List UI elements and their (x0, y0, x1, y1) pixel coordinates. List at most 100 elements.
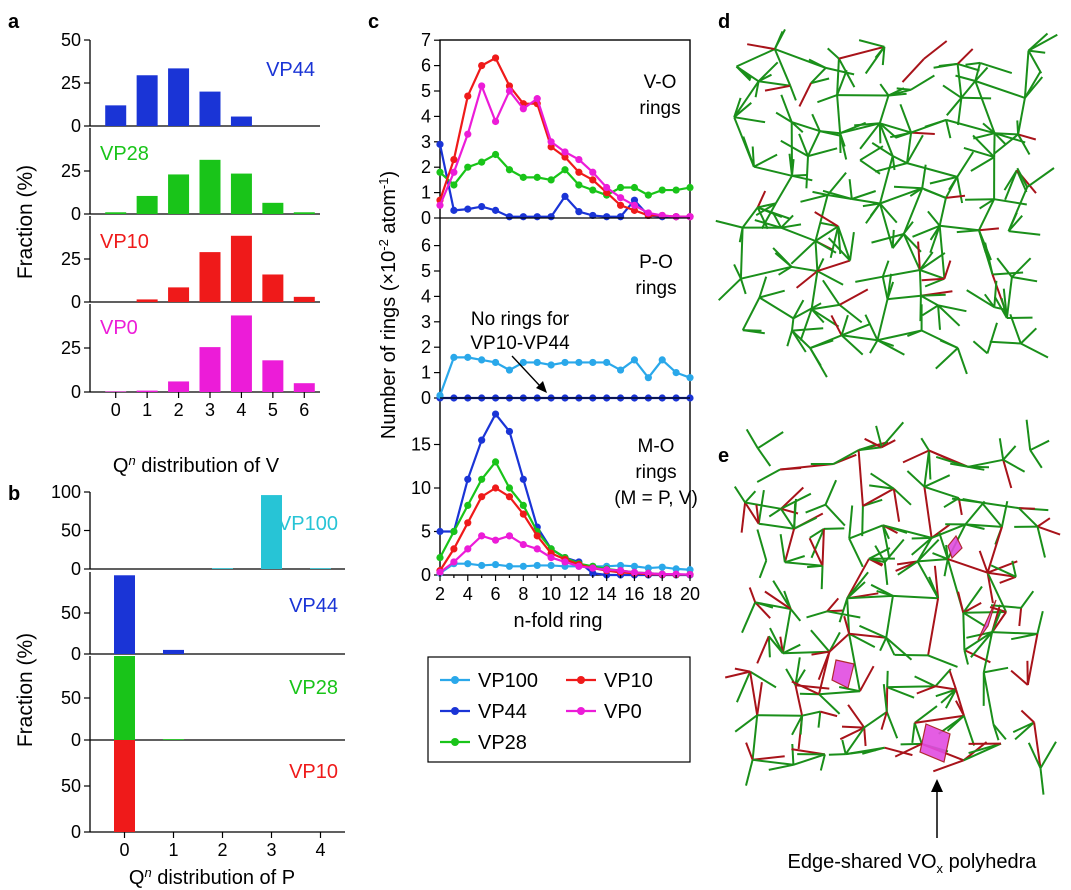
bond (1018, 507, 1035, 510)
bond (837, 225, 851, 261)
bond (864, 314, 879, 341)
legend-label-VP0: VP0 (604, 701, 642, 723)
point-VP0 (505, 532, 514, 540)
point-VP10 (464, 519, 472, 527)
series-label-VP10: VP10 (100, 231, 149, 253)
point-VP44 (519, 475, 527, 483)
bond (876, 298, 889, 341)
bond (814, 225, 839, 242)
bond (935, 347, 959, 370)
point-VP0 (630, 568, 639, 576)
point-VP100 (478, 356, 486, 364)
y-tick-label: 50 (61, 603, 81, 623)
bond (938, 225, 946, 279)
bond (869, 484, 894, 490)
bond (829, 226, 840, 259)
bond (740, 502, 747, 533)
bond (1039, 741, 1057, 769)
bond (916, 539, 940, 563)
point-VP44 (616, 213, 625, 221)
bond (733, 97, 742, 118)
subpanel-label: P-O (639, 252, 673, 273)
bond (779, 534, 786, 563)
bond (780, 508, 795, 530)
bond (1020, 342, 1049, 359)
bond (1005, 276, 1013, 319)
point-VP10 (616, 201, 625, 209)
point-VP100 (561, 358, 569, 367)
bond (887, 294, 922, 301)
bond (878, 95, 890, 124)
point-VP0 (589, 564, 597, 572)
x-tick-label: 2 (217, 840, 227, 860)
bond (756, 682, 763, 716)
bar-VP28-5 (262, 202, 284, 214)
bond (773, 31, 784, 50)
bond (933, 565, 940, 599)
no-rings-note-series: VP10-VP44 (470, 333, 570, 354)
bond (894, 742, 923, 758)
series-label-VP100: VP100 (278, 513, 338, 535)
bond (791, 121, 821, 133)
point-VP100 (575, 358, 583, 367)
bond (747, 43, 775, 51)
bond (810, 270, 819, 310)
bond (902, 187, 924, 235)
bond (947, 558, 988, 574)
bond (764, 590, 792, 610)
bond (791, 159, 795, 176)
x-tick-label: 1 (168, 840, 178, 860)
subpanel-label: rings (635, 278, 676, 299)
bond (878, 123, 882, 144)
bond (884, 538, 905, 563)
bond (1026, 633, 1039, 686)
bond (962, 602, 982, 614)
point-VP44 (603, 213, 611, 221)
bond (874, 545, 886, 563)
bond (839, 686, 861, 693)
y-tick-label: 15 (411, 435, 431, 455)
bond (978, 550, 989, 574)
point-VP0 (686, 213, 694, 221)
point-VP28 (450, 181, 458, 189)
bond (881, 46, 886, 66)
point-VP0 (533, 545, 541, 553)
bond (983, 293, 996, 308)
bond (816, 270, 844, 286)
bar-VP44-0 (114, 575, 135, 654)
bond (956, 48, 974, 65)
bond (794, 669, 806, 686)
bond (982, 122, 996, 134)
panel-a-xlabel: Qn distribution of V (113, 453, 280, 477)
bond (808, 537, 824, 567)
bond (757, 714, 803, 717)
bond (821, 528, 825, 566)
bond (956, 63, 963, 98)
legend-label-VP100: VP100 (478, 670, 538, 692)
point-VP28 (436, 168, 444, 176)
bond (906, 162, 958, 178)
x-tick-label: 3 (205, 400, 215, 420)
point-VP0 (436, 568, 444, 576)
bond (810, 528, 825, 559)
y-tick-label: 5 (421, 81, 431, 101)
bond (901, 58, 925, 83)
point-VP44 (464, 205, 472, 213)
bond (919, 251, 934, 271)
bond (836, 69, 848, 96)
bond (993, 198, 1027, 206)
bond (811, 303, 840, 311)
bond (780, 214, 794, 229)
point-VP44 (491, 410, 500, 418)
point-VP0 (616, 194, 625, 202)
bond (956, 176, 964, 204)
bond (791, 174, 813, 182)
bond (942, 84, 962, 99)
bar-VP0-5 (262, 360, 284, 392)
bond (757, 489, 765, 524)
bond (791, 265, 818, 273)
bond (857, 450, 864, 506)
bond (818, 693, 841, 715)
y-tick-label: 0 (71, 822, 81, 842)
bar-VP0-3 (199, 347, 221, 392)
